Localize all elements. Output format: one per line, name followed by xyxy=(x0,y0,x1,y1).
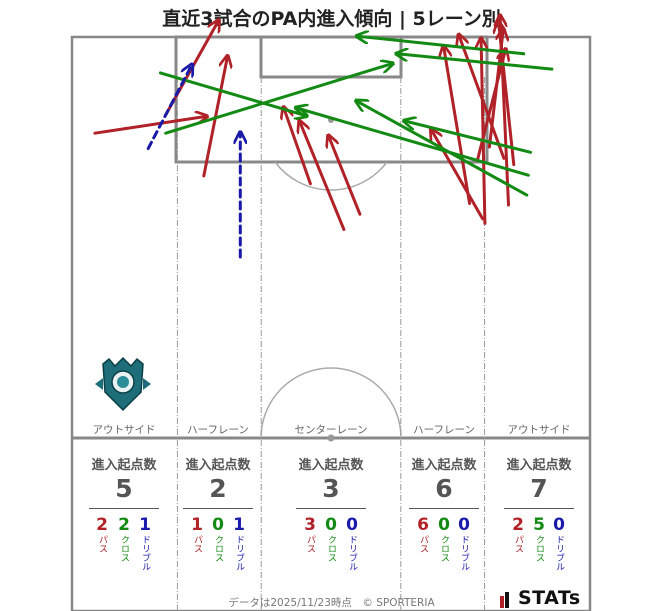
dribble-label: ドリブル xyxy=(459,535,469,571)
lane-name-outside-right: アウトサイド xyxy=(507,424,571,436)
pass-label: パス xyxy=(418,535,428,553)
goal-area xyxy=(259,35,403,79)
pass-count-value: 2 xyxy=(96,515,108,535)
pass-arrow xyxy=(93,116,206,135)
stats-logo-mark xyxy=(500,592,509,608)
cross-label: クロス xyxy=(534,535,544,562)
count-total: 5 xyxy=(115,474,133,503)
dribble-label: ドリブル xyxy=(347,535,357,571)
dribble-count-value: 0 xyxy=(346,515,358,535)
pass-arrow xyxy=(459,36,506,160)
pass-count-value: 2 xyxy=(512,515,524,535)
cross-arrow xyxy=(405,121,533,154)
pass-label: パス xyxy=(192,535,202,553)
pass-arrow xyxy=(329,136,362,216)
cross-count: 0 クロス xyxy=(434,515,454,566)
dribble-count: 1 ドリブル xyxy=(229,515,249,575)
count-divider xyxy=(89,508,159,509)
cross-count: 2 クロス xyxy=(114,515,134,566)
pass-label: パス xyxy=(97,535,107,553)
count-title: 進入起点数 xyxy=(91,458,157,473)
cross-arrow xyxy=(358,36,526,56)
pass-label: パス xyxy=(513,535,523,553)
dribble-label: ドリブル xyxy=(234,535,244,571)
cross-label: クロス xyxy=(119,535,129,562)
pass-arrow xyxy=(300,122,346,231)
count-divider xyxy=(409,508,479,509)
pass-count: 1 パス xyxy=(187,515,207,557)
cross-arrow xyxy=(164,64,392,135)
pass-label: パス xyxy=(305,535,315,553)
count-total: 6 xyxy=(435,474,453,503)
cross-count: 0 クロス xyxy=(208,515,228,566)
lane-name-outside-left: アウトサイド xyxy=(92,424,156,436)
count-total: 7 xyxy=(530,474,548,503)
dribble-count: 0 ドリブル xyxy=(549,515,569,575)
cross-arrow xyxy=(158,71,306,116)
cross-arrow xyxy=(397,54,554,71)
dribble-arrow xyxy=(146,65,191,150)
count-divider xyxy=(504,508,574,509)
dribble-label: ドリブル xyxy=(554,535,564,571)
dribble-count-value: 1 xyxy=(139,515,151,535)
dribble-count-value: 1 xyxy=(233,515,245,535)
cross-label: クロス xyxy=(213,535,223,562)
count-divider xyxy=(183,508,253,509)
cross-count-value: 5 xyxy=(533,515,545,535)
cross-count: 5 クロス xyxy=(529,515,549,566)
cross-count-value: 2 xyxy=(118,515,130,535)
footer-credit: データは2025/11/23時点 © SPORTERIA xyxy=(228,597,435,609)
count-title: 進入起点数 xyxy=(506,458,572,473)
center-spot xyxy=(327,434,335,442)
lane-name-center: センターレーン xyxy=(294,424,368,436)
stats-logo: STATs xyxy=(514,587,581,609)
penalty-arc xyxy=(274,161,388,191)
dribble-count: 0 ドリブル xyxy=(454,515,474,575)
dribble-count: 1 ドリブル xyxy=(135,515,155,575)
dribble-count-value: 0 xyxy=(553,515,565,535)
cross-label: クロス xyxy=(326,535,336,562)
dribble-count-value: 0 xyxy=(458,515,470,535)
stats-logo-text: STATs xyxy=(518,587,581,609)
count-total: 2 xyxy=(209,474,227,503)
lane-name-half-left: ハーフレーン xyxy=(187,424,249,436)
count-title: 進入起点数 xyxy=(185,458,251,473)
pass-count-value: 3 xyxy=(304,515,316,535)
pass-arrow xyxy=(444,47,472,205)
count-title: 進入起点数 xyxy=(411,458,477,473)
dribble-count: 0 ドリブル xyxy=(342,515,362,575)
cross-count-value: 0 xyxy=(325,515,337,535)
pass-count: 2 パス xyxy=(92,515,112,557)
pass-count: 3 パス xyxy=(300,515,320,557)
count-divider xyxy=(296,508,366,509)
count-title: 進入起点数 xyxy=(298,458,364,473)
cross-count-value: 0 xyxy=(438,515,450,535)
lane-name-half-right: ハーフレーン xyxy=(413,424,475,436)
pass-count: 6 パス xyxy=(413,515,433,557)
pass-arrow xyxy=(284,108,312,186)
pass-count: 2 パス xyxy=(508,515,528,557)
cross-label: クロス xyxy=(439,535,449,562)
pass-count-value: 6 xyxy=(417,515,429,535)
team-crest-icon xyxy=(95,356,151,412)
pass-arrow xyxy=(481,39,485,225)
chart-title: 直近3試合のPA内進入傾向 | 5レーン別 xyxy=(162,8,501,30)
count-total: 3 xyxy=(322,474,340,503)
pass-arrow xyxy=(475,50,505,163)
pass-count-value: 1 xyxy=(191,515,203,535)
cross-count-value: 0 xyxy=(212,515,224,535)
center-circle xyxy=(260,367,402,439)
pass-arrow xyxy=(432,130,485,221)
cross-count: 0 クロス xyxy=(321,515,341,566)
dribble-label: ドリブル xyxy=(140,535,150,571)
cross-arrow xyxy=(297,108,530,177)
cross-arrow xyxy=(357,101,529,197)
